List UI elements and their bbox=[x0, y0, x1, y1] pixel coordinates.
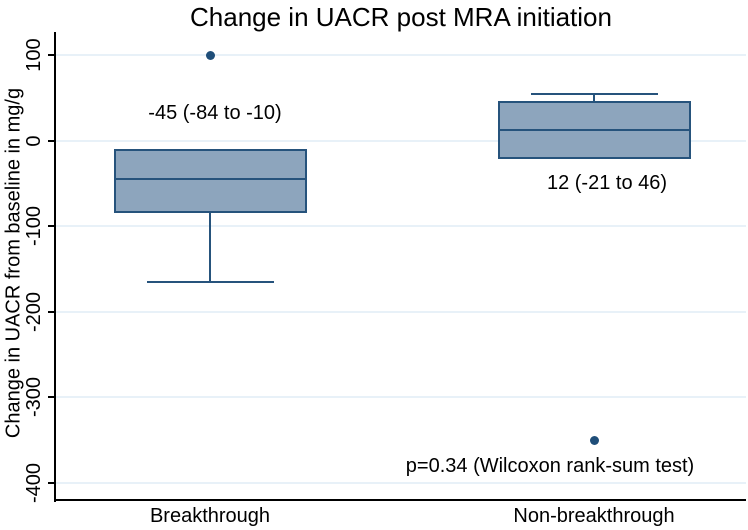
whisker-stem-non-breakthrough bbox=[593, 94, 595, 102]
median-line-breakthrough bbox=[113, 178, 307, 181]
y-tick-label: -100 bbox=[23, 206, 45, 247]
y-axis-line bbox=[54, 32, 56, 502]
y-tick-label: -300 bbox=[23, 377, 45, 418]
x-category-label-breakthrough: Breakthrough bbox=[149, 505, 271, 527]
y-tick-mark bbox=[48, 54, 56, 57]
y-tick-mark bbox=[48, 310, 56, 313]
p-value-note: p=0.34 (Wilcoxon rank-sum test) bbox=[405, 455, 695, 477]
y-tick-mark bbox=[48, 396, 56, 399]
y-tick-mark bbox=[48, 225, 56, 228]
box-breakthrough bbox=[113, 149, 307, 213]
box-annotation-non-breakthrough: 12 (-21 to 46) bbox=[546, 172, 668, 194]
y-tick-label: -400 bbox=[23, 462, 45, 503]
gridline bbox=[56, 396, 746, 399]
outlier-dot-breakthrough bbox=[205, 50, 215, 60]
x-category-label-non-breakthrough: Non-breakthrough bbox=[513, 505, 675, 527]
x-axis-line bbox=[54, 499, 746, 501]
gridline bbox=[56, 310, 746, 313]
chart-title: Change in UACR post MRA initiation bbox=[190, 2, 612, 32]
whisker-cap-breakthrough bbox=[146, 280, 274, 283]
gridline bbox=[56, 225, 746, 228]
y-tick-label: -200 bbox=[23, 291, 45, 332]
gridline bbox=[56, 481, 746, 484]
box-annotation-breakthrough: -45 (-84 to -10) bbox=[148, 102, 282, 124]
median-line-non-breakthrough bbox=[497, 129, 691, 132]
gridline bbox=[56, 54, 746, 57]
outlier-dot-non-breakthrough bbox=[589, 435, 599, 445]
whisker-cap-non-breakthrough bbox=[530, 93, 658, 96]
y-tick-label: 100 bbox=[23, 38, 45, 72]
y-tick-mark bbox=[48, 139, 56, 142]
whisker-stem-breakthrough bbox=[209, 212, 211, 282]
y-tick-label: 0 bbox=[23, 135, 45, 147]
y-tick-mark bbox=[48, 481, 56, 484]
gridline bbox=[56, 139, 746, 142]
